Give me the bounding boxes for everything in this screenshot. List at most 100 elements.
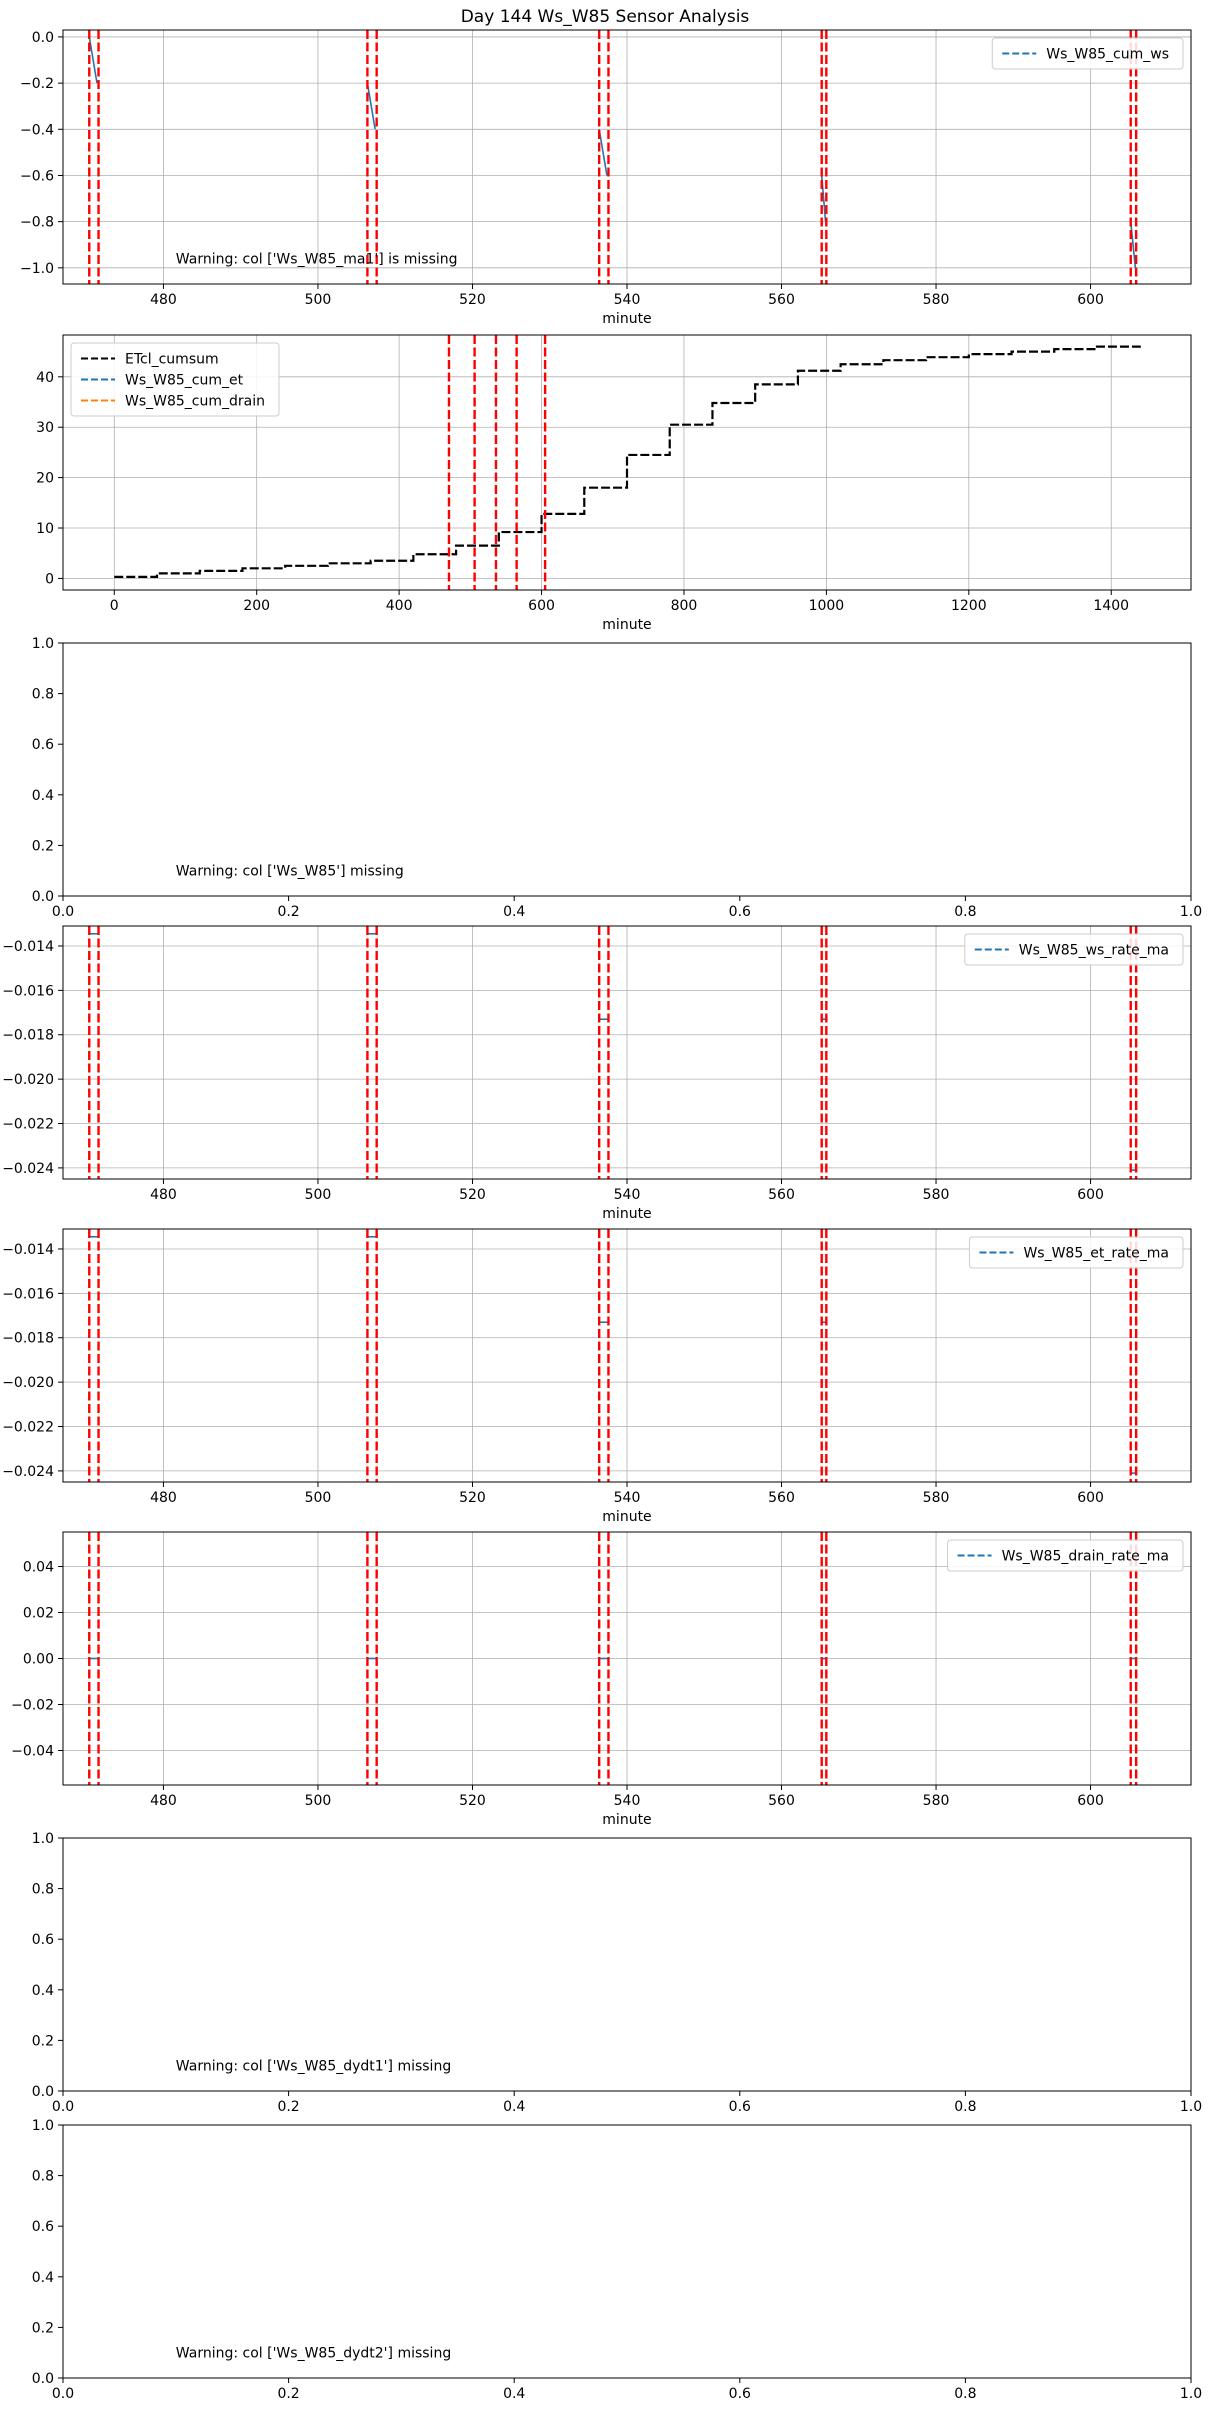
x-tick-label: 0.4 [503,2099,525,2115]
series-segment-2 [366,82,376,130]
x-tick-label: 500 [305,1490,332,1506]
y-tick-label: 1.0 [32,636,54,652]
x-tick-label: 0.8 [954,2099,976,2115]
warning-annotation: Warning: col ['Ws_W85'] missing [176,864,404,880]
x-axis-label: minute [602,1509,651,1525]
y-tick-label: −0.02 [11,1698,54,1714]
y-tick-label: 0.4 [32,2270,54,2286]
x-tick-label: 580 [923,1187,950,1203]
x-axis-label: minute [602,311,651,327]
x-axis-label: minute [602,1812,651,1828]
y-tick-label: 0.02 [23,1606,54,1622]
series-segment-5 [1129,221,1137,268]
legend-label: Ws_W85_cum_ws [1046,47,1169,63]
x-tick-label: 0.4 [503,2386,525,2402]
y-tick-label: 0.8 [32,2169,54,2185]
subplot-6: 480 500 520 540 560 580 600 −0.04 −0.02 0.00 0.02 0… [11,1531,1192,1828]
x-tick-label: 0 [110,598,119,614]
x-tick-label: 600 [1077,1793,1104,1809]
legend-box [947,1539,1184,1572]
x-tick-label: 500 [305,292,332,308]
y-tick-label: −0.4 [20,122,54,138]
x-tick-label: 800 [671,598,698,614]
x-tick-label: 540 [614,1793,641,1809]
y-tick-label: −0.018 [2,1331,54,1347]
series-segment-1 [88,36,98,84]
y-tick-label: 0.2 [32,2320,54,2336]
y-tick-label: −0.04 [11,1744,54,1760]
subplot-4: 480 500 520 540 560 580 600 −0.024 −0.022 −0.020 −… [2,925,1192,1222]
y-tick-label: −0.020 [2,1375,54,1391]
x-tick-label: 600 [1077,292,1104,308]
x-tick-label: 1.0 [1180,2099,1202,2115]
x-tick-label: 500 [305,1793,332,1809]
plot-area [88,926,1138,1179]
x-tick-label: 0.6 [729,2099,751,2115]
x-tick-label: 480 [150,1490,177,1506]
x-tick-label: 600 [1077,1187,1104,1203]
x-tick-label: 560 [768,1187,795,1203]
x-tick-label: 0.6 [729,2386,751,2402]
legend-label: ETcl_cumsum [125,352,219,368]
y-tick-label: 10 [36,521,54,537]
x-tick-label: 580 [923,1490,950,1506]
series-line-etcl-cumsum [114,345,1141,578]
subplot-3: 0.0 0.2 0.4 0.6 0.8 1.0 0.0 0.2 0.4 0.6 0.8 1.0 Warn… [32,636,1202,920]
x-tick-label: 400 [386,598,413,614]
plot-area [88,1229,1138,1482]
axes-frame [62,334,1192,591]
y-tick-label: 0.8 [32,1882,54,1898]
axes-frame [62,1837,1192,2092]
legend-label: Ws_W85_cum_drain [125,394,265,410]
x-tick-label: 520 [459,1187,486,1203]
legend-label: Ws_W85_et_rate_ma [1023,1246,1169,1262]
y-tick-label: −0.024 [2,1464,54,1480]
x-tick-label: 200 [243,598,270,614]
x-tick-label: 1.0 [1180,2386,1202,2402]
x-tick-label: 0.6 [729,904,751,920]
x-tick-label: 560 [768,1793,795,1809]
y-tick-label: −0.016 [2,983,54,999]
x-tick-label: 540 [614,292,641,308]
x-axis-label: minute [602,617,651,633]
legend-box [70,342,280,417]
y-tick-label: 30 [36,420,54,436]
x-tick-label: 480 [150,292,177,308]
y-tick-label: 0.0 [32,889,54,905]
y-tick-label: −0.014 [2,1242,54,1258]
x-tick-label: 580 [923,1793,950,1809]
x-tick-label: 480 [150,1187,177,1203]
warning-annotation: Warning: col ['Ws_W85_ma1'] is missing [176,252,458,268]
y-tick-label: −0.016 [2,1286,54,1302]
y-tick-label: 1.0 [32,2118,54,2134]
x-tick-label: 520 [459,292,486,308]
y-tick-label: 1.0 [32,1831,54,1847]
axes-frame [62,2124,1192,2379]
legend-label: Ws_W85_ws_rate_ma [1019,943,1169,959]
y-tick-label: 0.0 [32,2371,54,2387]
legend: Ws_W85_ws_rate_ma [964,933,1184,966]
x-tick-label: 0.2 [277,2099,299,2115]
y-tick-label: 0.6 [32,2219,54,2235]
warning-annotation: Warning: col ['Ws_W85_dydt1'] missing [176,2059,451,2075]
y-tick-label: 0.6 [32,737,54,753]
y-tick-label: 0.2 [32,838,54,854]
y-tick-label: 0.8 [32,687,54,703]
warning-annotation: Warning: col ['Ws_W85_dydt2'] missing [176,2346,451,2362]
x-tick-label: 580 [923,292,950,308]
y-tick-label: 20 [36,471,54,487]
y-tick-label: −0.6 [20,168,54,184]
x-tick-label: 560 [768,1490,795,1506]
y-tick-label: −0.022 [2,1420,54,1436]
y-tick-label: 0.2 [32,2033,54,2049]
legend: Ws_W85_et_rate_ma [968,1236,1184,1269]
x-tick-label: 1.0 [1180,904,1202,920]
plot-area [88,30,1138,284]
y-tick-label: 0.0 [32,30,54,46]
legend-box [964,933,1184,966]
x-tick-label: 0.2 [277,904,299,920]
y-tick-label: 0.04 [23,1560,54,1576]
x-tick-label: 560 [768,292,795,308]
subplot-2: 0 200 400 600 800 1000 1200 1400 0 10 20 30 40 minute… [36,334,1192,633]
